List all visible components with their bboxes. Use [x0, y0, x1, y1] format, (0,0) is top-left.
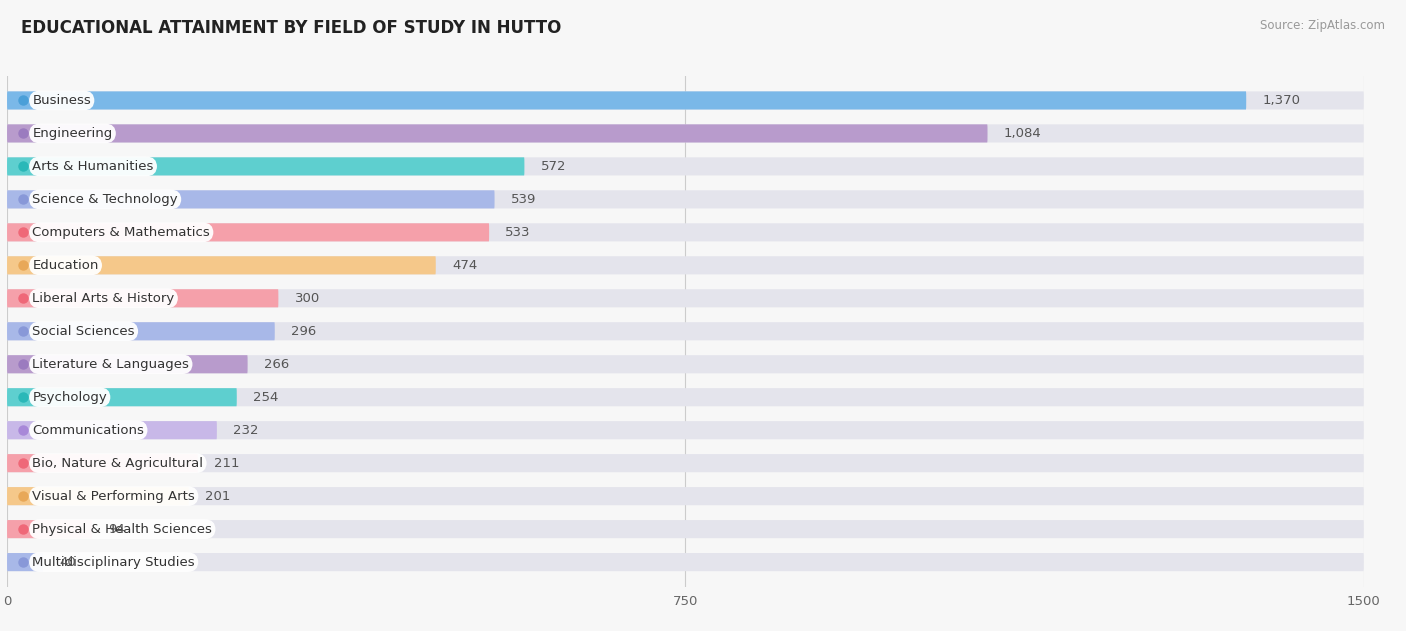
- FancyBboxPatch shape: [7, 520, 1364, 538]
- Text: 254: 254: [253, 391, 278, 404]
- FancyBboxPatch shape: [7, 91, 1246, 110]
- Text: Arts & Humanities: Arts & Humanities: [32, 160, 153, 173]
- Text: 474: 474: [453, 259, 477, 272]
- Text: Social Sciences: Social Sciences: [32, 325, 135, 338]
- Text: Liberal Arts & History: Liberal Arts & History: [32, 292, 174, 305]
- Text: EDUCATIONAL ATTAINMENT BY FIELD OF STUDY IN HUTTO: EDUCATIONAL ATTAINMENT BY FIELD OF STUDY…: [21, 19, 561, 37]
- Text: 296: 296: [291, 325, 316, 338]
- FancyBboxPatch shape: [7, 124, 1364, 143]
- FancyBboxPatch shape: [7, 191, 495, 208]
- FancyBboxPatch shape: [7, 553, 44, 571]
- FancyBboxPatch shape: [7, 388, 1364, 406]
- FancyBboxPatch shape: [7, 520, 91, 538]
- Text: Physical & Health Sciences: Physical & Health Sciences: [32, 522, 212, 536]
- Text: 94: 94: [108, 522, 125, 536]
- FancyBboxPatch shape: [7, 322, 274, 340]
- FancyBboxPatch shape: [7, 487, 1364, 505]
- FancyBboxPatch shape: [7, 355, 247, 374]
- Text: 1,370: 1,370: [1263, 94, 1301, 107]
- Text: 232: 232: [233, 423, 259, 437]
- FancyBboxPatch shape: [7, 454, 198, 472]
- Text: Computers & Mathematics: Computers & Mathematics: [32, 226, 209, 239]
- Text: Psychology: Psychology: [32, 391, 107, 404]
- FancyBboxPatch shape: [7, 421, 1364, 439]
- FancyBboxPatch shape: [7, 157, 1364, 175]
- FancyBboxPatch shape: [7, 223, 1364, 242]
- Text: 266: 266: [264, 358, 290, 371]
- Text: 211: 211: [214, 457, 239, 469]
- Text: 40: 40: [59, 556, 76, 569]
- FancyBboxPatch shape: [7, 289, 1364, 307]
- FancyBboxPatch shape: [7, 388, 236, 406]
- Text: Multidisciplinary Studies: Multidisciplinary Studies: [32, 556, 195, 569]
- FancyBboxPatch shape: [7, 553, 1364, 571]
- FancyBboxPatch shape: [7, 191, 1364, 208]
- FancyBboxPatch shape: [7, 421, 217, 439]
- Text: Science & Technology: Science & Technology: [32, 193, 179, 206]
- FancyBboxPatch shape: [7, 223, 489, 242]
- Text: 201: 201: [205, 490, 231, 503]
- Text: 533: 533: [505, 226, 531, 239]
- FancyBboxPatch shape: [7, 256, 1364, 274]
- FancyBboxPatch shape: [7, 91, 1364, 110]
- Text: Business: Business: [32, 94, 91, 107]
- Text: Visual & Performing Arts: Visual & Performing Arts: [32, 490, 195, 503]
- FancyBboxPatch shape: [7, 289, 278, 307]
- Text: 1,084: 1,084: [1004, 127, 1042, 140]
- FancyBboxPatch shape: [7, 256, 436, 274]
- FancyBboxPatch shape: [7, 157, 524, 175]
- Text: 539: 539: [510, 193, 536, 206]
- Text: Literature & Languages: Literature & Languages: [32, 358, 190, 371]
- Text: Education: Education: [32, 259, 98, 272]
- Text: Bio, Nature & Agricultural: Bio, Nature & Agricultural: [32, 457, 204, 469]
- Text: 572: 572: [541, 160, 567, 173]
- FancyBboxPatch shape: [7, 124, 987, 143]
- FancyBboxPatch shape: [7, 355, 1364, 374]
- FancyBboxPatch shape: [7, 322, 1364, 340]
- FancyBboxPatch shape: [7, 487, 188, 505]
- Text: Communications: Communications: [32, 423, 145, 437]
- FancyBboxPatch shape: [7, 454, 1364, 472]
- Text: Engineering: Engineering: [32, 127, 112, 140]
- Text: Source: ZipAtlas.com: Source: ZipAtlas.com: [1260, 19, 1385, 32]
- Text: 300: 300: [295, 292, 321, 305]
